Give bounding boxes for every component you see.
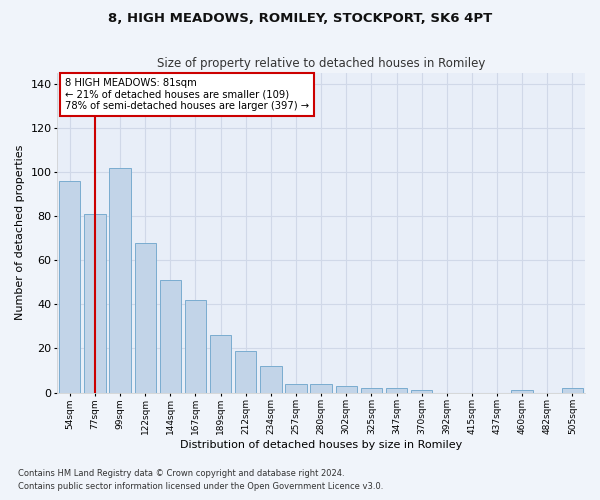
Bar: [386, 388, 407, 392]
Bar: [310, 384, 332, 392]
Bar: [235, 350, 256, 393]
Y-axis label: Number of detached properties: Number of detached properties: [15, 145, 25, 320]
Bar: [160, 280, 181, 392]
Text: Contains HM Land Registry data © Crown copyright and database right 2024.: Contains HM Land Registry data © Crown c…: [18, 468, 344, 477]
Bar: [210, 335, 231, 392]
Bar: [260, 366, 281, 392]
Bar: [511, 390, 533, 392]
Text: Contains public sector information licensed under the Open Government Licence v3: Contains public sector information licen…: [18, 482, 383, 491]
Bar: [134, 242, 156, 392]
Bar: [109, 168, 131, 392]
X-axis label: Distribution of detached houses by size in Romiley: Distribution of detached houses by size …: [180, 440, 462, 450]
Bar: [361, 388, 382, 392]
Title: Size of property relative to detached houses in Romiley: Size of property relative to detached ho…: [157, 58, 485, 70]
Text: 8 HIGH MEADOWS: 81sqm
← 21% of detached houses are smaller (109)
78% of semi-det: 8 HIGH MEADOWS: 81sqm ← 21% of detached …: [65, 78, 309, 111]
Bar: [411, 390, 433, 392]
Bar: [84, 214, 106, 392]
Bar: [286, 384, 307, 392]
Bar: [335, 386, 357, 392]
Bar: [185, 300, 206, 392]
Bar: [59, 181, 80, 392]
Bar: [562, 388, 583, 392]
Text: 8, HIGH MEADOWS, ROMILEY, STOCKPORT, SK6 4PT: 8, HIGH MEADOWS, ROMILEY, STOCKPORT, SK6…: [108, 12, 492, 26]
